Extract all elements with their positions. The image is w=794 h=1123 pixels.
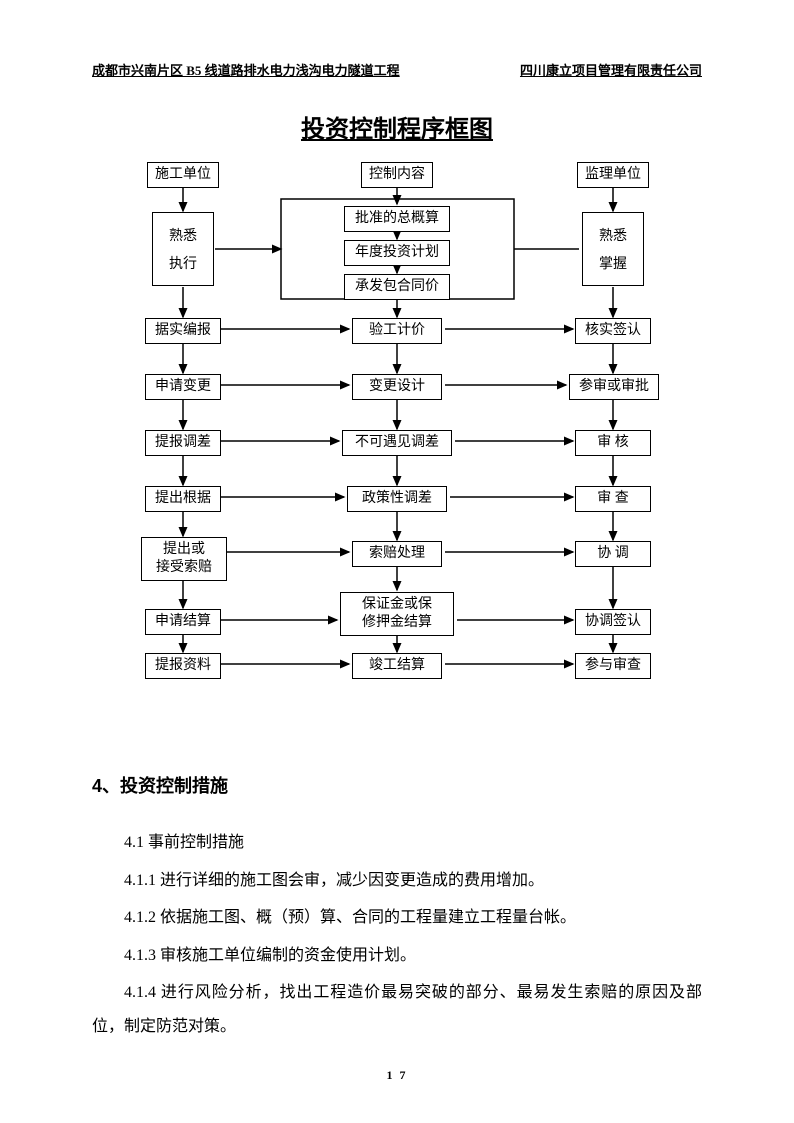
box-l0: 施工单位 xyxy=(147,162,219,188)
box-r0: 监理单位 xyxy=(577,162,649,188)
box-l3: 申请变更 xyxy=(145,374,221,400)
header-left: 成都市兴南片区 B5 线道路排水电力浅沟电力隧道工程 xyxy=(92,60,400,79)
box-m4: 不可遇见调差 xyxy=(342,430,452,456)
para-4-1-4: 4.1.4 进行风险分析，找出工程造价最易突破的部分、最易发生索赔的原因及部位，… xyxy=(92,976,702,1043)
header-right: 四川康立项目管理有限责任公司 xyxy=(520,60,702,79)
para-4-1: 4.1 事前控制措施 xyxy=(92,826,702,860)
para-4-1-2: 4.1.2 依据施工图、概（预）算、合同的工程量建立工程量台帐。 xyxy=(92,901,702,935)
box-r1b: 掌握 xyxy=(593,253,633,273)
box-r3: 参审或审批 xyxy=(569,374,659,400)
box-r8: 参与审查 xyxy=(575,653,651,679)
diagram-title: 投资控制程序框图 xyxy=(92,109,702,144)
box-l5: 提出根据 xyxy=(145,486,221,512)
box-r7: 协调签认 xyxy=(575,609,651,635)
box-m7: 保证金或保 修押金结算 xyxy=(340,592,454,636)
box-l6: 提出或 接受索赔 xyxy=(141,537,227,581)
box-m5: 政策性调差 xyxy=(347,486,447,512)
box-l1a: 熟悉 xyxy=(163,225,203,245)
box-r6: 协 调 xyxy=(575,541,651,567)
box-l8: 提报资料 xyxy=(145,653,221,679)
box-m8: 竣工结算 xyxy=(352,653,442,679)
box-r1: 熟悉 掌握 xyxy=(582,212,644,286)
box-r5: 审 查 xyxy=(575,486,651,512)
page-number: 1 7 xyxy=(0,1068,794,1083)
box-r2: 核实签认 xyxy=(575,318,651,344)
para-4-1-1: 4.1.1 进行详细的施工图会审，减少因变更造成的费用增加。 xyxy=(92,864,702,898)
flowchart: 施工单位 控制内容 监理单位 熟悉 执行 批准的总概算 年度投资计划 承发包合同… xyxy=(117,162,677,732)
box-m1a: 批准的总概算 xyxy=(344,206,450,232)
box-l7: 申请结算 xyxy=(145,609,221,635)
para-4-1-3: 4.1.3 审核施工单位编制的资金使用计划。 xyxy=(92,939,702,973)
box-m0: 控制内容 xyxy=(361,162,433,188)
page-header: 成都市兴南片区 B5 线道路排水电力浅沟电力隧道工程 四川康立项目管理有限责任公… xyxy=(92,60,702,79)
box-l2: 据实编报 xyxy=(145,318,221,344)
box-r1a: 熟悉 xyxy=(593,225,633,245)
box-m3: 变更设计 xyxy=(352,374,442,400)
box-l4: 提报调差 xyxy=(145,430,221,456)
box-l1: 熟悉 执行 xyxy=(152,212,214,286)
box-m1b: 年度投资计划 xyxy=(344,240,450,266)
box-m2: 验工计价 xyxy=(352,318,442,344)
box-l1b: 执行 xyxy=(163,253,203,273)
box-m6: 索赔处理 xyxy=(352,541,442,567)
box-m1c: 承发包合同价 xyxy=(344,274,450,300)
box-r4: 审 核 xyxy=(575,430,651,456)
section4-title: 4、投资控制措施 xyxy=(92,772,702,798)
